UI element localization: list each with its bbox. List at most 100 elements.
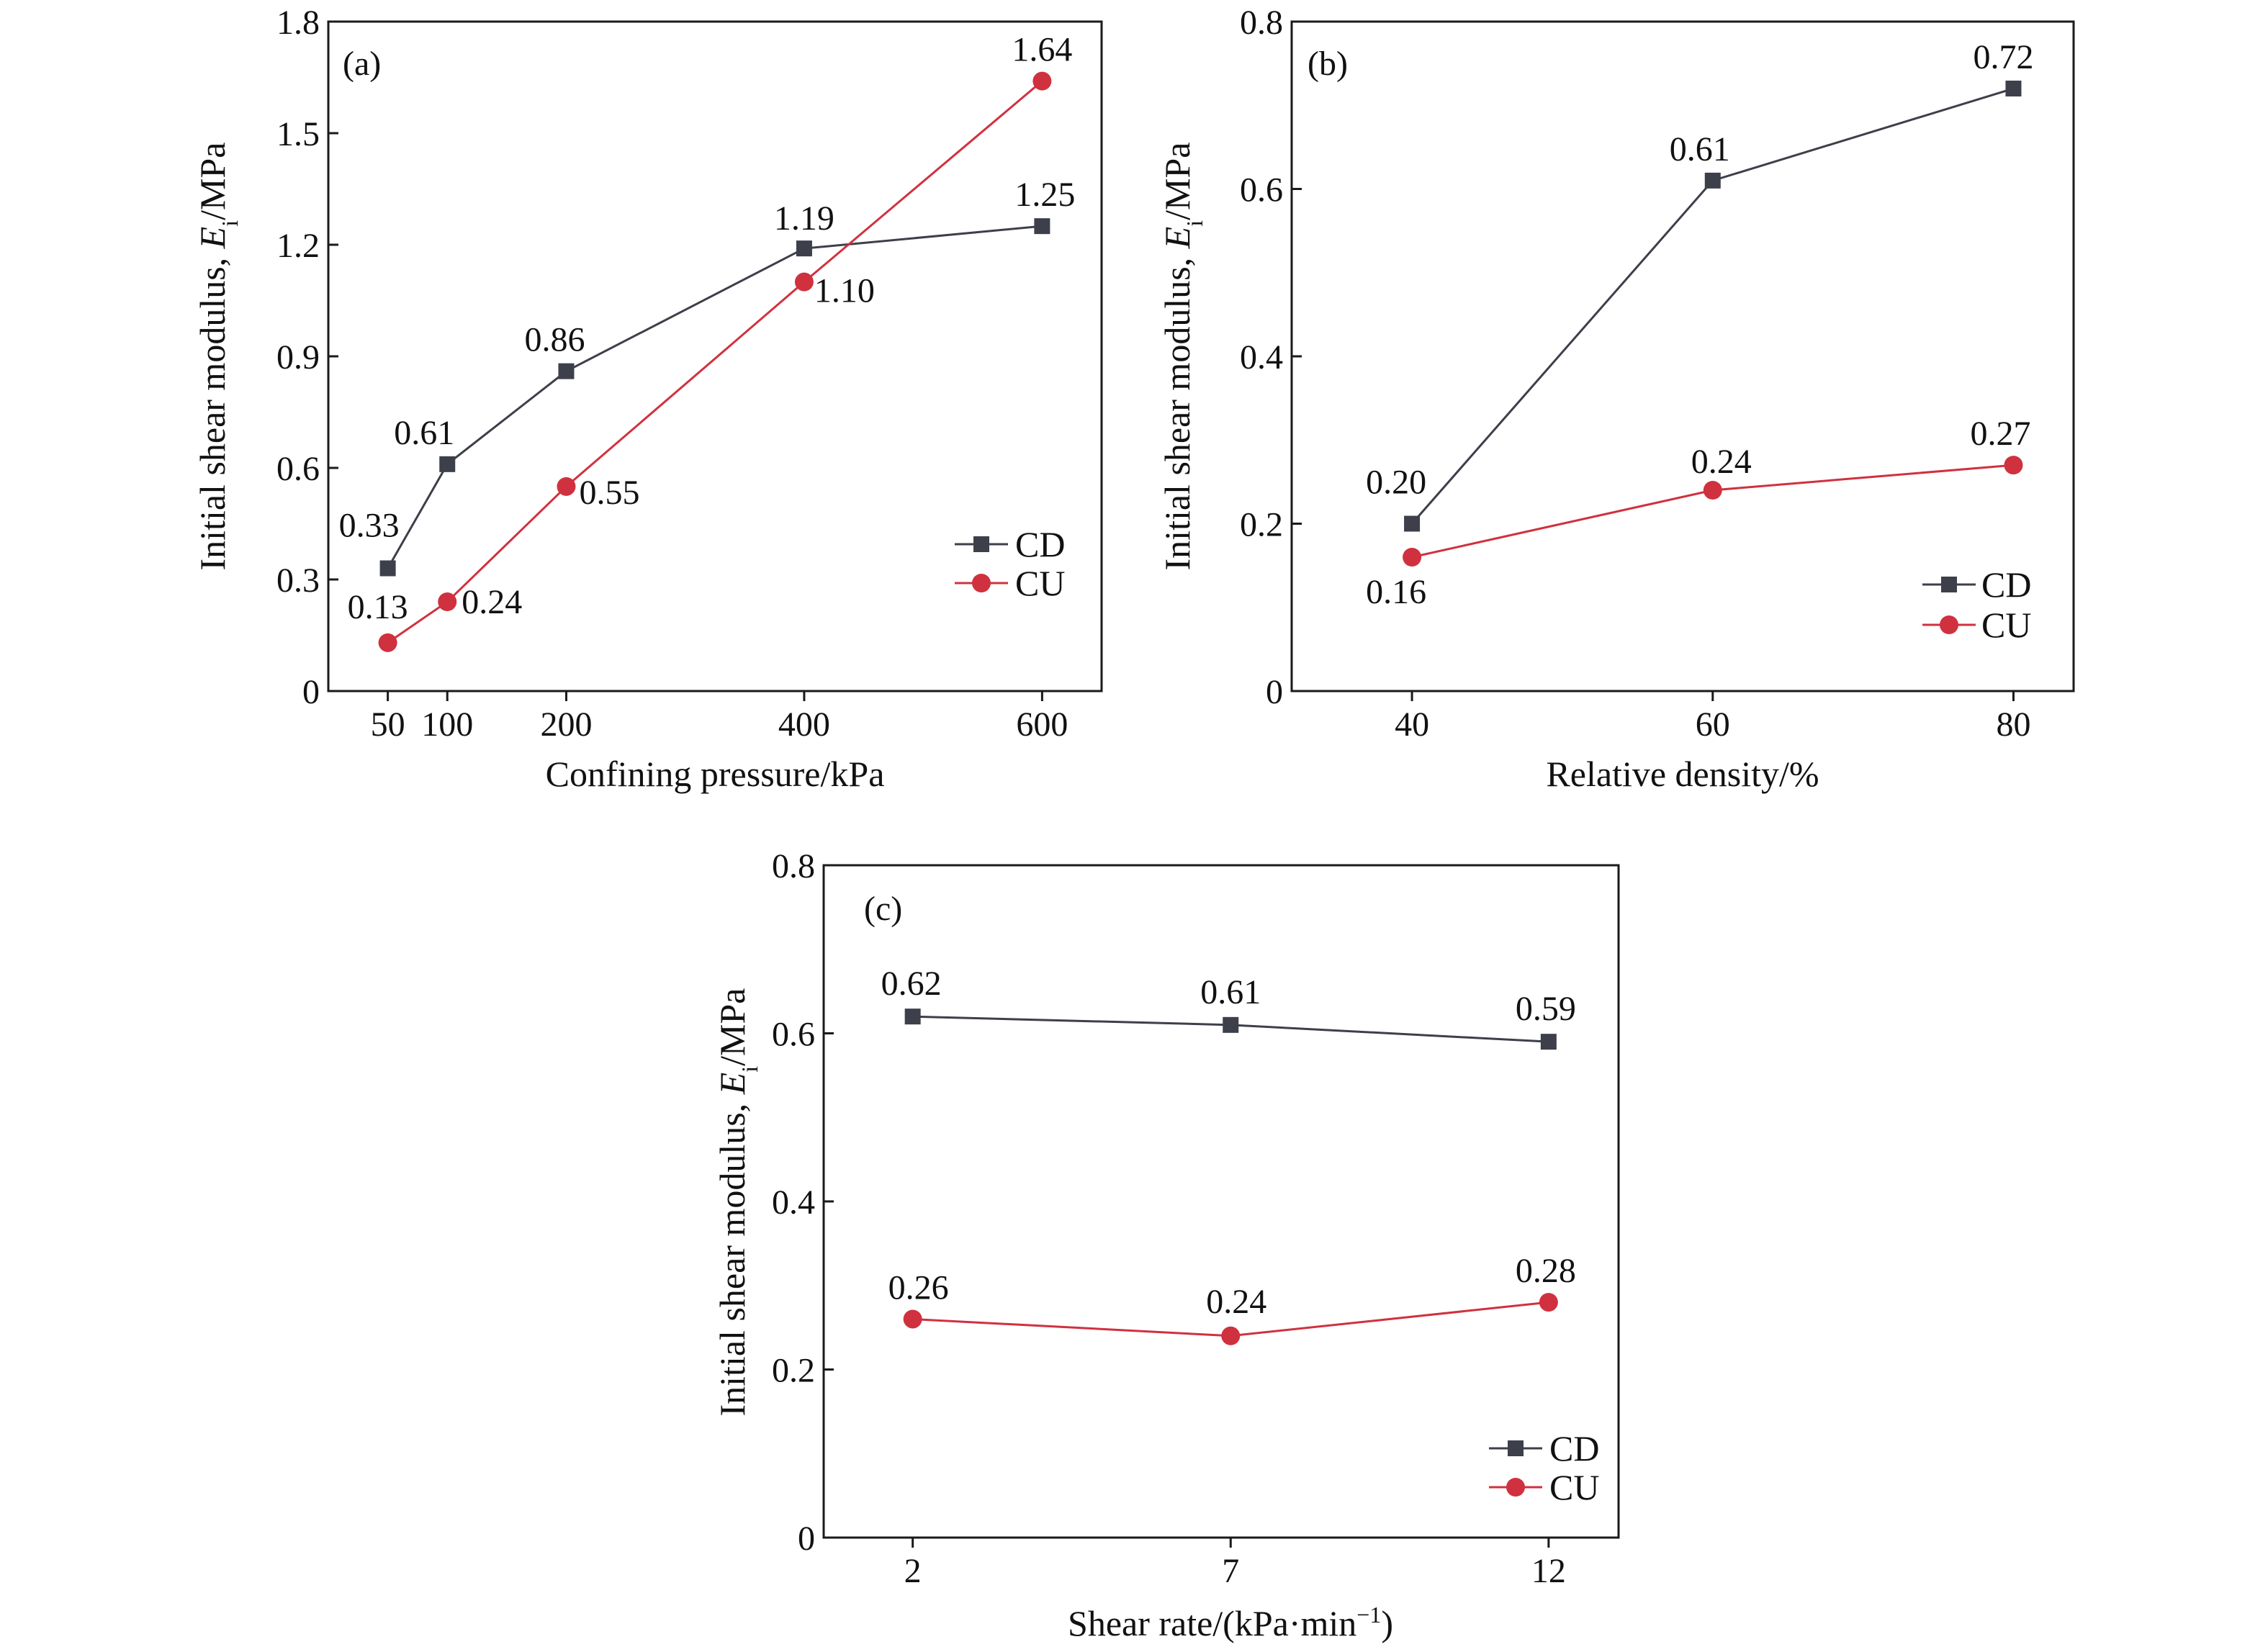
- data-label-cd: 0.86: [524, 321, 585, 359]
- data-label-cu: 0.28: [1516, 1252, 1576, 1290]
- data-labels: 0.62 0.61 0.59 0.26 0.24 0.28: [881, 965, 1576, 1321]
- data-point-cu: [1703, 481, 1722, 500]
- plot-frame: [822, 864, 1620, 1539]
- x-tick-label: 100: [421, 705, 473, 744]
- data-point-cd: [558, 363, 575, 379]
- x-tick-label: 50: [371, 705, 405, 744]
- y-tick-label: 0.4: [772, 1183, 815, 1222]
- panel-label: (c): [864, 890, 902, 928]
- y-tick-label: 0.2: [1240, 506, 1283, 544]
- y-axis-title: Initial shear modulus, Ei/MPa: [712, 988, 762, 1417]
- panel-a: 00.30.60.91.21.51.8 50 100 200 400 600 0.330…: [192, 4, 1103, 794]
- data-point-cd: [1540, 1034, 1557, 1050]
- series-layer: [1403, 81, 2023, 567]
- y-axis: 0 0.3 0.6 0.9 1.2 1.5 1.8: [276, 4, 338, 711]
- legend-label-cd: CD: [1015, 524, 1065, 564]
- series-line-cd: [387, 225, 1043, 569]
- legend-marker-cu: [1506, 1478, 1525, 1497]
- panel-c: 00.20.40.60.8 2 7 12 0.62 0.61 0.590.26 0.240…: [712, 847, 1620, 1643]
- data-point-cu: [1032, 71, 1052, 91]
- data-point-cd: [1704, 172, 1721, 189]
- x-tick-label: 400: [778, 705, 830, 744]
- y-tick-label: 0.2: [772, 1352, 815, 1390]
- y-tick-label: 0.6: [276, 450, 320, 488]
- data-label-cd: 0.72: [1973, 38, 2033, 76]
- data-label-cd: 0.33: [339, 507, 400, 545]
- data-point-cd: [379, 560, 396, 577]
- y-tick-label: 1.2: [276, 227, 320, 265]
- data-point-cu: [378, 633, 397, 652]
- legend-label-cu: CU: [1015, 563, 1065, 603]
- legend-marker-cd: [1508, 1440, 1524, 1456]
- data-label-cu: 0.55: [579, 474, 639, 512]
- legend-label-cu: CU: [1549, 1467, 1599, 1507]
- data-point-cd: [796, 240, 812, 257]
- legend-marker-cu: [972, 574, 991, 592]
- data-label-cd: 0.61: [1200, 973, 1261, 1011]
- y-tick-label: 0.6: [1240, 171, 1283, 209]
- y-tick-label: 0.9: [276, 338, 320, 376]
- data-point-cu: [557, 477, 576, 496]
- x-tick-label: 7: [1222, 1552, 1239, 1590]
- data-labels: 0.20 0.61 0.72 0.16 0.24 0.27: [1366, 38, 2033, 611]
- x-tick-label: 200: [540, 705, 592, 744]
- data-point-cd: [2005, 81, 2022, 96]
- data-label-cu: 0.26: [888, 1268, 949, 1307]
- x-axis-title: Relative density/%: [1546, 754, 1819, 794]
- panel-label: (a): [343, 45, 381, 83]
- data-point-cd: [439, 456, 456, 472]
- data-point-cd: [1404, 515, 1421, 532]
- legend-marker-cu: [1940, 615, 1958, 634]
- series-layer: [903, 1008, 1558, 1345]
- legend-label-cd: CD: [1549, 1428, 1599, 1468]
- legend: CD CU: [1922, 564, 2031, 645]
- data-label-cu: 0.16: [1366, 573, 1426, 611]
- data-point-cu: [2004, 456, 2023, 475]
- legend-marker-cd: [1941, 577, 1957, 592]
- y-tick-label: 0.6: [772, 1016, 815, 1054]
- data-label-cu: 1.10: [814, 272, 875, 310]
- data-point-cd: [1223, 1016, 1239, 1033]
- y-axis-title: Initial shear modulus, Ei/MPa: [1157, 143, 1207, 571]
- data-point-cu: [1539, 1293, 1558, 1312]
- data-labels: 0.33 0.61 0.86 1.19 1.25 0.13 0.24 0.55 1.10 1.64: [339, 31, 1076, 626]
- data-label-cu: 0.24: [1691, 443, 1752, 481]
- data-label-cd: 0.20: [1366, 464, 1426, 502]
- y-tick-label: 0: [798, 1520, 815, 1558]
- y-tick-label: 0: [1266, 673, 1283, 711]
- x-tick-label: 600: [1016, 705, 1068, 744]
- legend-marker-cd: [973, 536, 989, 552]
- legend: CD CU: [1489, 1428, 1599, 1507]
- data-label-cd: 1.19: [774, 199, 834, 238]
- x-tick-label: 12: [1531, 1552, 1566, 1590]
- y-tick-label: 0.3: [276, 561, 320, 600]
- x-axis: 50 100 200 400 600: [371, 691, 1068, 744]
- y-axis-title: Initial shear modulus, Ei/MPa: [192, 143, 243, 571]
- x-axis-title: Confining pressure/kPa: [546, 754, 885, 794]
- data-label-cd: 0.59: [1516, 990, 1576, 1028]
- data-label-cu: 0.24: [462, 583, 522, 621]
- data-point-cu: [1221, 1326, 1241, 1345]
- data-point-cu: [1403, 548, 1422, 567]
- data-point-cu: [794, 272, 814, 292]
- y-tick-label: 0.4: [1240, 338, 1283, 376]
- data-label-cd: 0.61: [394, 414, 454, 452]
- x-tick-label: 40: [1395, 705, 1429, 744]
- data-point-cd: [904, 1008, 921, 1025]
- y-tick-label: 1.8: [276, 4, 320, 42]
- legend-label-cu: CU: [1981, 605, 2031, 645]
- x-tick-label: 2: [904, 1552, 922, 1590]
- x-tick-label: 60: [1696, 705, 1730, 744]
- x-tick-label: 80: [1996, 705, 2030, 744]
- panel-b: 00.20.40.60.8 40 60 80 0.200.610.720.160.2…: [1157, 4, 2075, 794]
- y-axis: 0 0.2 0.4 0.6 0.8: [1240, 4, 1302, 711]
- y-axis: 0 0.2 0.4 0.6 0.8: [772, 847, 834, 1558]
- data-point-cu: [438, 592, 457, 611]
- data-label-cd: 0.61: [1670, 130, 1730, 168]
- y-tick-label: 0.8: [772, 847, 815, 885]
- data-label-cu: 1.64: [1012, 31, 1072, 69]
- x-axis: 40 60 80: [1395, 691, 2030, 744]
- data-point-cu: [903, 1309, 922, 1329]
- x-axis: 2 7 12: [904, 1538, 1566, 1590]
